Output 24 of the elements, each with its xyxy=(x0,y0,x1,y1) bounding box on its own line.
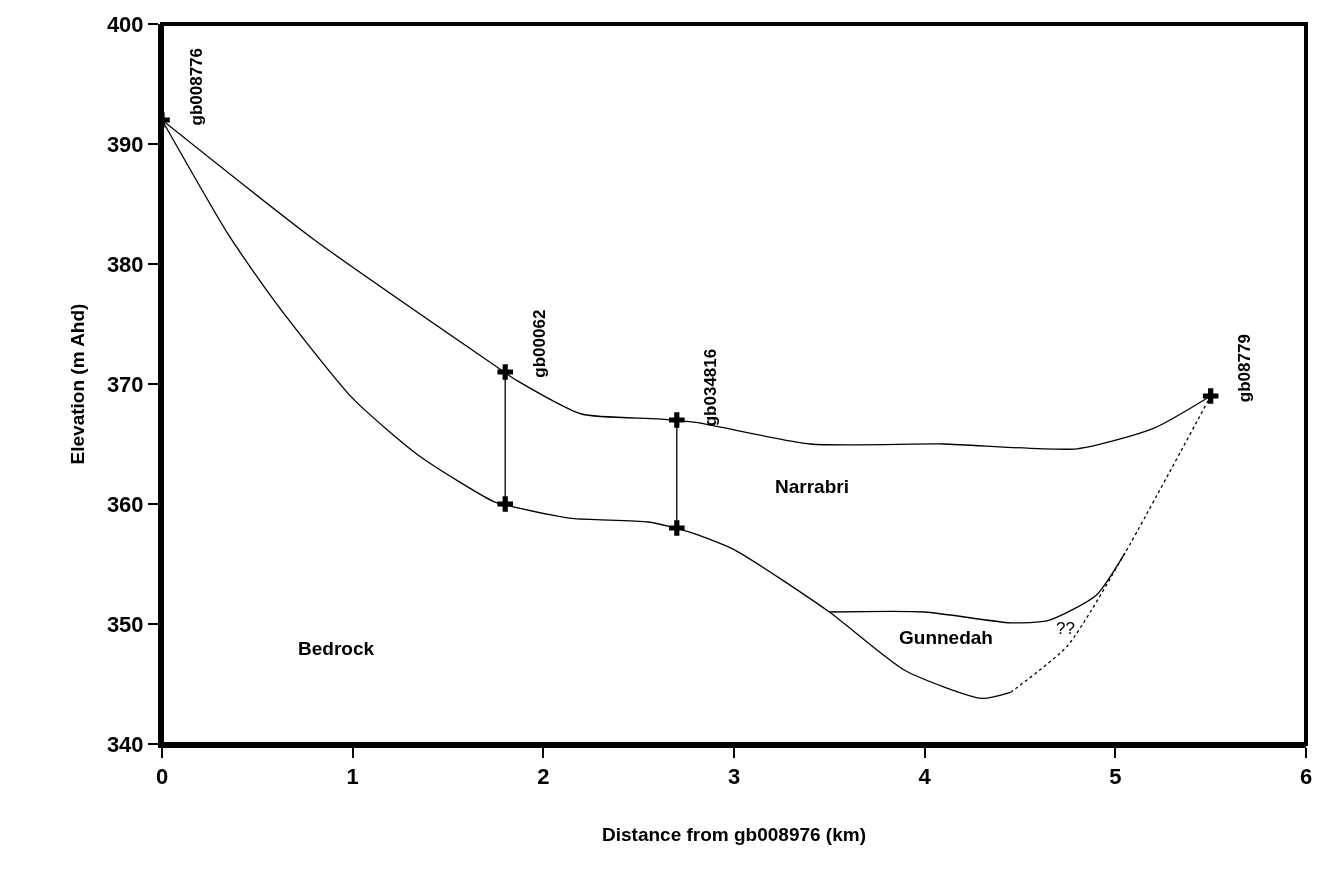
x-tick-label: 3 xyxy=(727,764,741,790)
x-tick-label: 1 xyxy=(346,764,359,790)
text: gb00062 xyxy=(529,309,549,378)
x-axis-title: Distance from gb008976 (km) xyxy=(602,823,866,845)
y-tick-label: 400 xyxy=(106,11,144,37)
annotation: Bedrock xyxy=(298,638,375,659)
x-tick-label: 5 xyxy=(1109,764,1122,790)
x-tick-label: 4 xyxy=(918,764,932,790)
y-tick-label: 390 xyxy=(106,131,144,157)
y-tick-label: 380 xyxy=(106,251,144,277)
x-tick-label: 6 xyxy=(1299,764,1313,790)
x-tick-label: 0 xyxy=(155,764,169,790)
annotation: Gunnedah xyxy=(899,627,993,648)
y-tick-label: 340 xyxy=(106,731,144,757)
text: gb08779 xyxy=(1235,334,1255,403)
x-tick-label: 2 xyxy=(537,764,550,790)
y-axis-title: Elevation (m Ahd) xyxy=(67,303,89,465)
y-tick-label: 350 xyxy=(106,611,144,637)
annotation: ?? xyxy=(1056,619,1075,638)
text: gb034816 xyxy=(701,348,721,427)
y-tick-label: 360 xyxy=(106,491,144,517)
text: gb008776 xyxy=(186,48,206,126)
y-tick-label: 370 xyxy=(106,371,144,397)
annotation: Narrabri xyxy=(775,476,849,497)
